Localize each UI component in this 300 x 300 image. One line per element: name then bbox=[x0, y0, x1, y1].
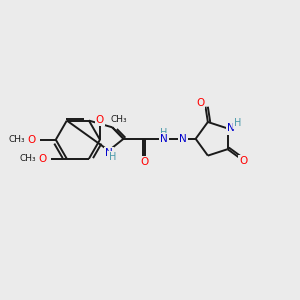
Text: CH₃: CH₃ bbox=[19, 154, 36, 163]
Text: O: O bbox=[239, 156, 248, 167]
Text: N: N bbox=[227, 123, 234, 134]
Text: H: H bbox=[109, 152, 116, 162]
Text: O: O bbox=[39, 154, 47, 164]
Text: N: N bbox=[179, 134, 187, 144]
Text: O: O bbox=[196, 98, 204, 108]
Text: N: N bbox=[105, 148, 113, 158]
Text: O: O bbox=[28, 135, 36, 145]
Text: H: H bbox=[160, 128, 168, 138]
Text: H: H bbox=[234, 118, 242, 128]
Text: O: O bbox=[141, 157, 149, 167]
Text: N: N bbox=[160, 134, 168, 144]
Text: CH₃: CH₃ bbox=[8, 135, 25, 144]
Text: CH₃: CH₃ bbox=[111, 115, 128, 124]
Text: O: O bbox=[96, 115, 104, 125]
